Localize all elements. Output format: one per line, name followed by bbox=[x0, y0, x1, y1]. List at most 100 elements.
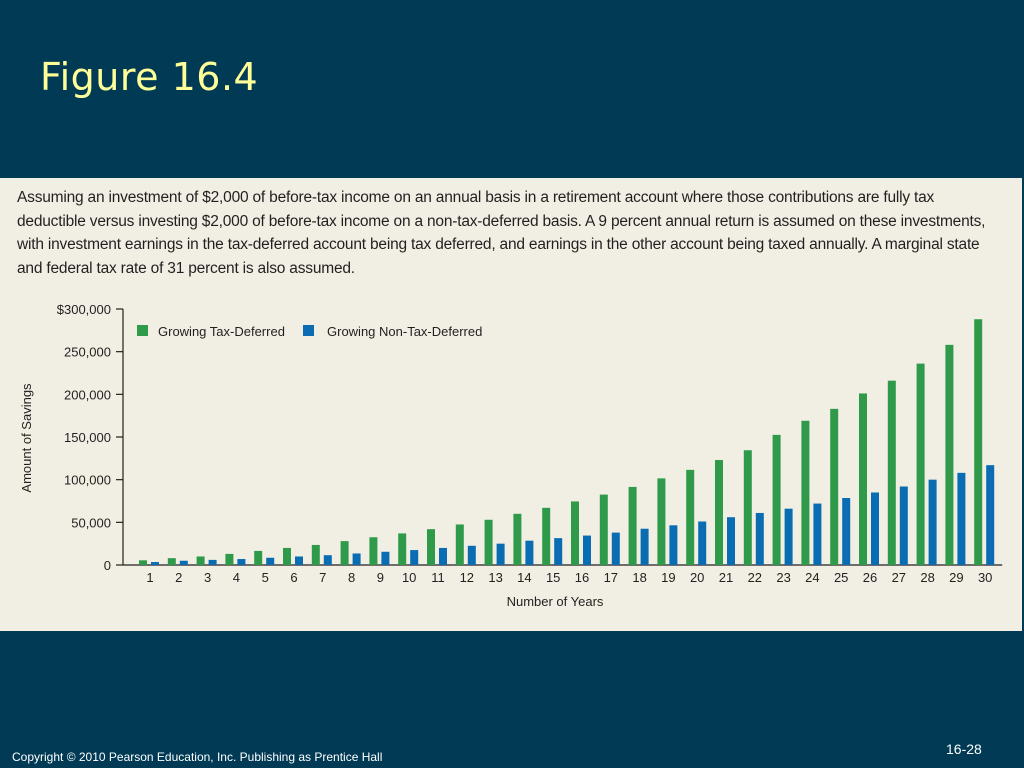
bar-non-tax-deferred bbox=[179, 560, 188, 565]
y-tick-label: 0 bbox=[104, 558, 111, 573]
bar-tax-deferred bbox=[743, 450, 752, 565]
bar-tax-deferred bbox=[974, 319, 983, 565]
x-tick-label: 2 bbox=[175, 570, 182, 585]
x-tick-label: 22 bbox=[748, 570, 762, 585]
bar-non-tax-deferred bbox=[842, 498, 851, 565]
x-tick-label: 13 bbox=[488, 570, 502, 585]
bar-non-tax-deferred bbox=[439, 547, 447, 565]
bar-tax-deferred bbox=[801, 420, 810, 565]
legend-swatch-non-tax-deferred bbox=[303, 325, 314, 336]
x-tick-label: 21 bbox=[719, 570, 733, 585]
bar-tax-deferred bbox=[369, 537, 378, 565]
bar-tax-deferred bbox=[283, 547, 291, 565]
y-axis-title: Amount of Savings bbox=[19, 383, 34, 493]
bar-tax-deferred bbox=[571, 501, 579, 565]
bar-non-tax-deferred bbox=[208, 559, 217, 565]
bar-tax-deferred bbox=[196, 556, 205, 565]
bar-tax-deferred bbox=[254, 550, 263, 565]
x-tick-label: 19 bbox=[661, 570, 675, 585]
bar-tax-deferred bbox=[139, 560, 147, 565]
bar-non-tax-deferred bbox=[237, 559, 246, 565]
figure-caption: Assuming an investment of $2,000 of befo… bbox=[17, 189, 986, 277]
bar-tax-deferred bbox=[225, 553, 234, 565]
bar-tax-deferred bbox=[686, 469, 695, 565]
x-tick-label: 23 bbox=[776, 570, 790, 585]
bar-non-tax-deferred bbox=[871, 492, 879, 565]
bar-tax-deferred bbox=[628, 486, 637, 565]
bar-tax-deferred bbox=[398, 533, 407, 565]
x-tick-label: 27 bbox=[892, 570, 906, 585]
x-tick-label: 3 bbox=[204, 570, 211, 585]
x-tick-label: 7 bbox=[319, 570, 326, 585]
bar-non-tax-deferred bbox=[928, 479, 937, 565]
x-tick-label: 4 bbox=[233, 570, 240, 585]
bar-tax-deferred bbox=[427, 529, 435, 565]
bar-tax-deferred bbox=[859, 393, 867, 565]
y-tick-label: 150,000 bbox=[64, 430, 111, 445]
y-tick-label: 50,000 bbox=[71, 515, 111, 530]
page-number: 16-28 bbox=[946, 741, 982, 757]
bar-non-tax-deferred bbox=[727, 517, 735, 565]
bar-non-tax-deferred bbox=[784, 508, 793, 565]
x-tick-label: 6 bbox=[290, 570, 297, 585]
bar-non-tax-deferred bbox=[669, 525, 678, 565]
bar-non-tax-deferred bbox=[151, 562, 159, 565]
bar-tax-deferred bbox=[772, 434, 781, 565]
bar-non-tax-deferred bbox=[899, 486, 908, 565]
bar-non-tax-deferred bbox=[352, 553, 361, 565]
legend: Growing Tax-Deferred Growing Non-Tax-Def… bbox=[137, 324, 482, 339]
bars bbox=[139, 319, 995, 565]
bar-tax-deferred bbox=[340, 541, 349, 565]
x-tick-label: 9 bbox=[377, 570, 384, 585]
legend-label-non-tax-deferred: Growing Non-Tax-Deferred bbox=[327, 324, 482, 339]
x-tick-label: 30 bbox=[978, 570, 992, 585]
x-tick-label: 28 bbox=[920, 570, 934, 585]
bar-non-tax-deferred bbox=[496, 543, 505, 565]
x-axis: 1 2 3 4 5 6 7 8 9 10 11 12 13 14 15 16 17 18 19 20 21 22 23 24 2… bbox=[123, 564, 1003, 585]
bar-tax-deferred bbox=[916, 363, 925, 565]
bar-non-tax-deferred bbox=[295, 556, 303, 565]
x-tick-label: 12 bbox=[460, 570, 474, 585]
bar-tax-deferred bbox=[715, 460, 723, 565]
bar-tax-deferred bbox=[513, 513, 522, 565]
bar-non-tax-deferred bbox=[611, 532, 620, 565]
bar-non-tax-deferred bbox=[698, 521, 707, 565]
legend-swatch-tax-deferred bbox=[137, 325, 148, 336]
bar-non-tax-deferred bbox=[583, 535, 591, 565]
legend-label-tax-deferred: Growing Tax-Deferred bbox=[158, 324, 285, 339]
bar-non-tax-deferred bbox=[813, 503, 822, 565]
bar-tax-deferred bbox=[599, 494, 608, 565]
bar-chart: 0 50,000 100,000 150,000 200,000 250,000 $300,… bbox=[19, 302, 1003, 609]
x-tick-label: 16 bbox=[575, 570, 589, 585]
bar-tax-deferred bbox=[311, 544, 320, 565]
x-tick-label: 14 bbox=[517, 570, 531, 585]
bar-tax-deferred bbox=[945, 344, 954, 565]
bar-non-tax-deferred bbox=[525, 540, 534, 565]
bar-non-tax-deferred bbox=[410, 550, 419, 565]
bar-non-tax-deferred bbox=[755, 512, 764, 565]
bar-non-tax-deferred bbox=[554, 538, 563, 565]
y-tick-label: $300,000 bbox=[57, 302, 111, 317]
x-tick-label: 5 bbox=[262, 570, 269, 585]
bar-non-tax-deferred bbox=[381, 551, 390, 565]
bar-non-tax-deferred bbox=[640, 528, 649, 565]
x-tick-label: 10 bbox=[402, 570, 416, 585]
x-tick-label: 20 bbox=[690, 570, 704, 585]
bar-non-tax-deferred bbox=[957, 472, 966, 565]
y-tick-label: 100,000 bbox=[64, 473, 111, 488]
bar-non-tax-deferred bbox=[467, 545, 476, 565]
copyright-text: Copyright © 2010 Pearson Education, Inc.… bbox=[12, 750, 383, 764]
bar-tax-deferred bbox=[887, 380, 896, 565]
bar-non-tax-deferred bbox=[323, 555, 332, 565]
y-tick-label: 250,000 bbox=[64, 345, 111, 360]
bar-non-tax-deferred bbox=[266, 557, 275, 565]
x-tick-label: 8 bbox=[348, 570, 355, 585]
x-tick-label: 18 bbox=[632, 570, 646, 585]
bar-tax-deferred bbox=[830, 408, 839, 565]
x-tick-label: 1 bbox=[146, 570, 153, 585]
bar-tax-deferred bbox=[167, 558, 176, 565]
bar-non-tax-deferred bbox=[986, 465, 995, 565]
bar-tax-deferred bbox=[484, 519, 493, 565]
bar-tax-deferred bbox=[542, 507, 551, 565]
x-tick-label: 25 bbox=[834, 570, 848, 585]
